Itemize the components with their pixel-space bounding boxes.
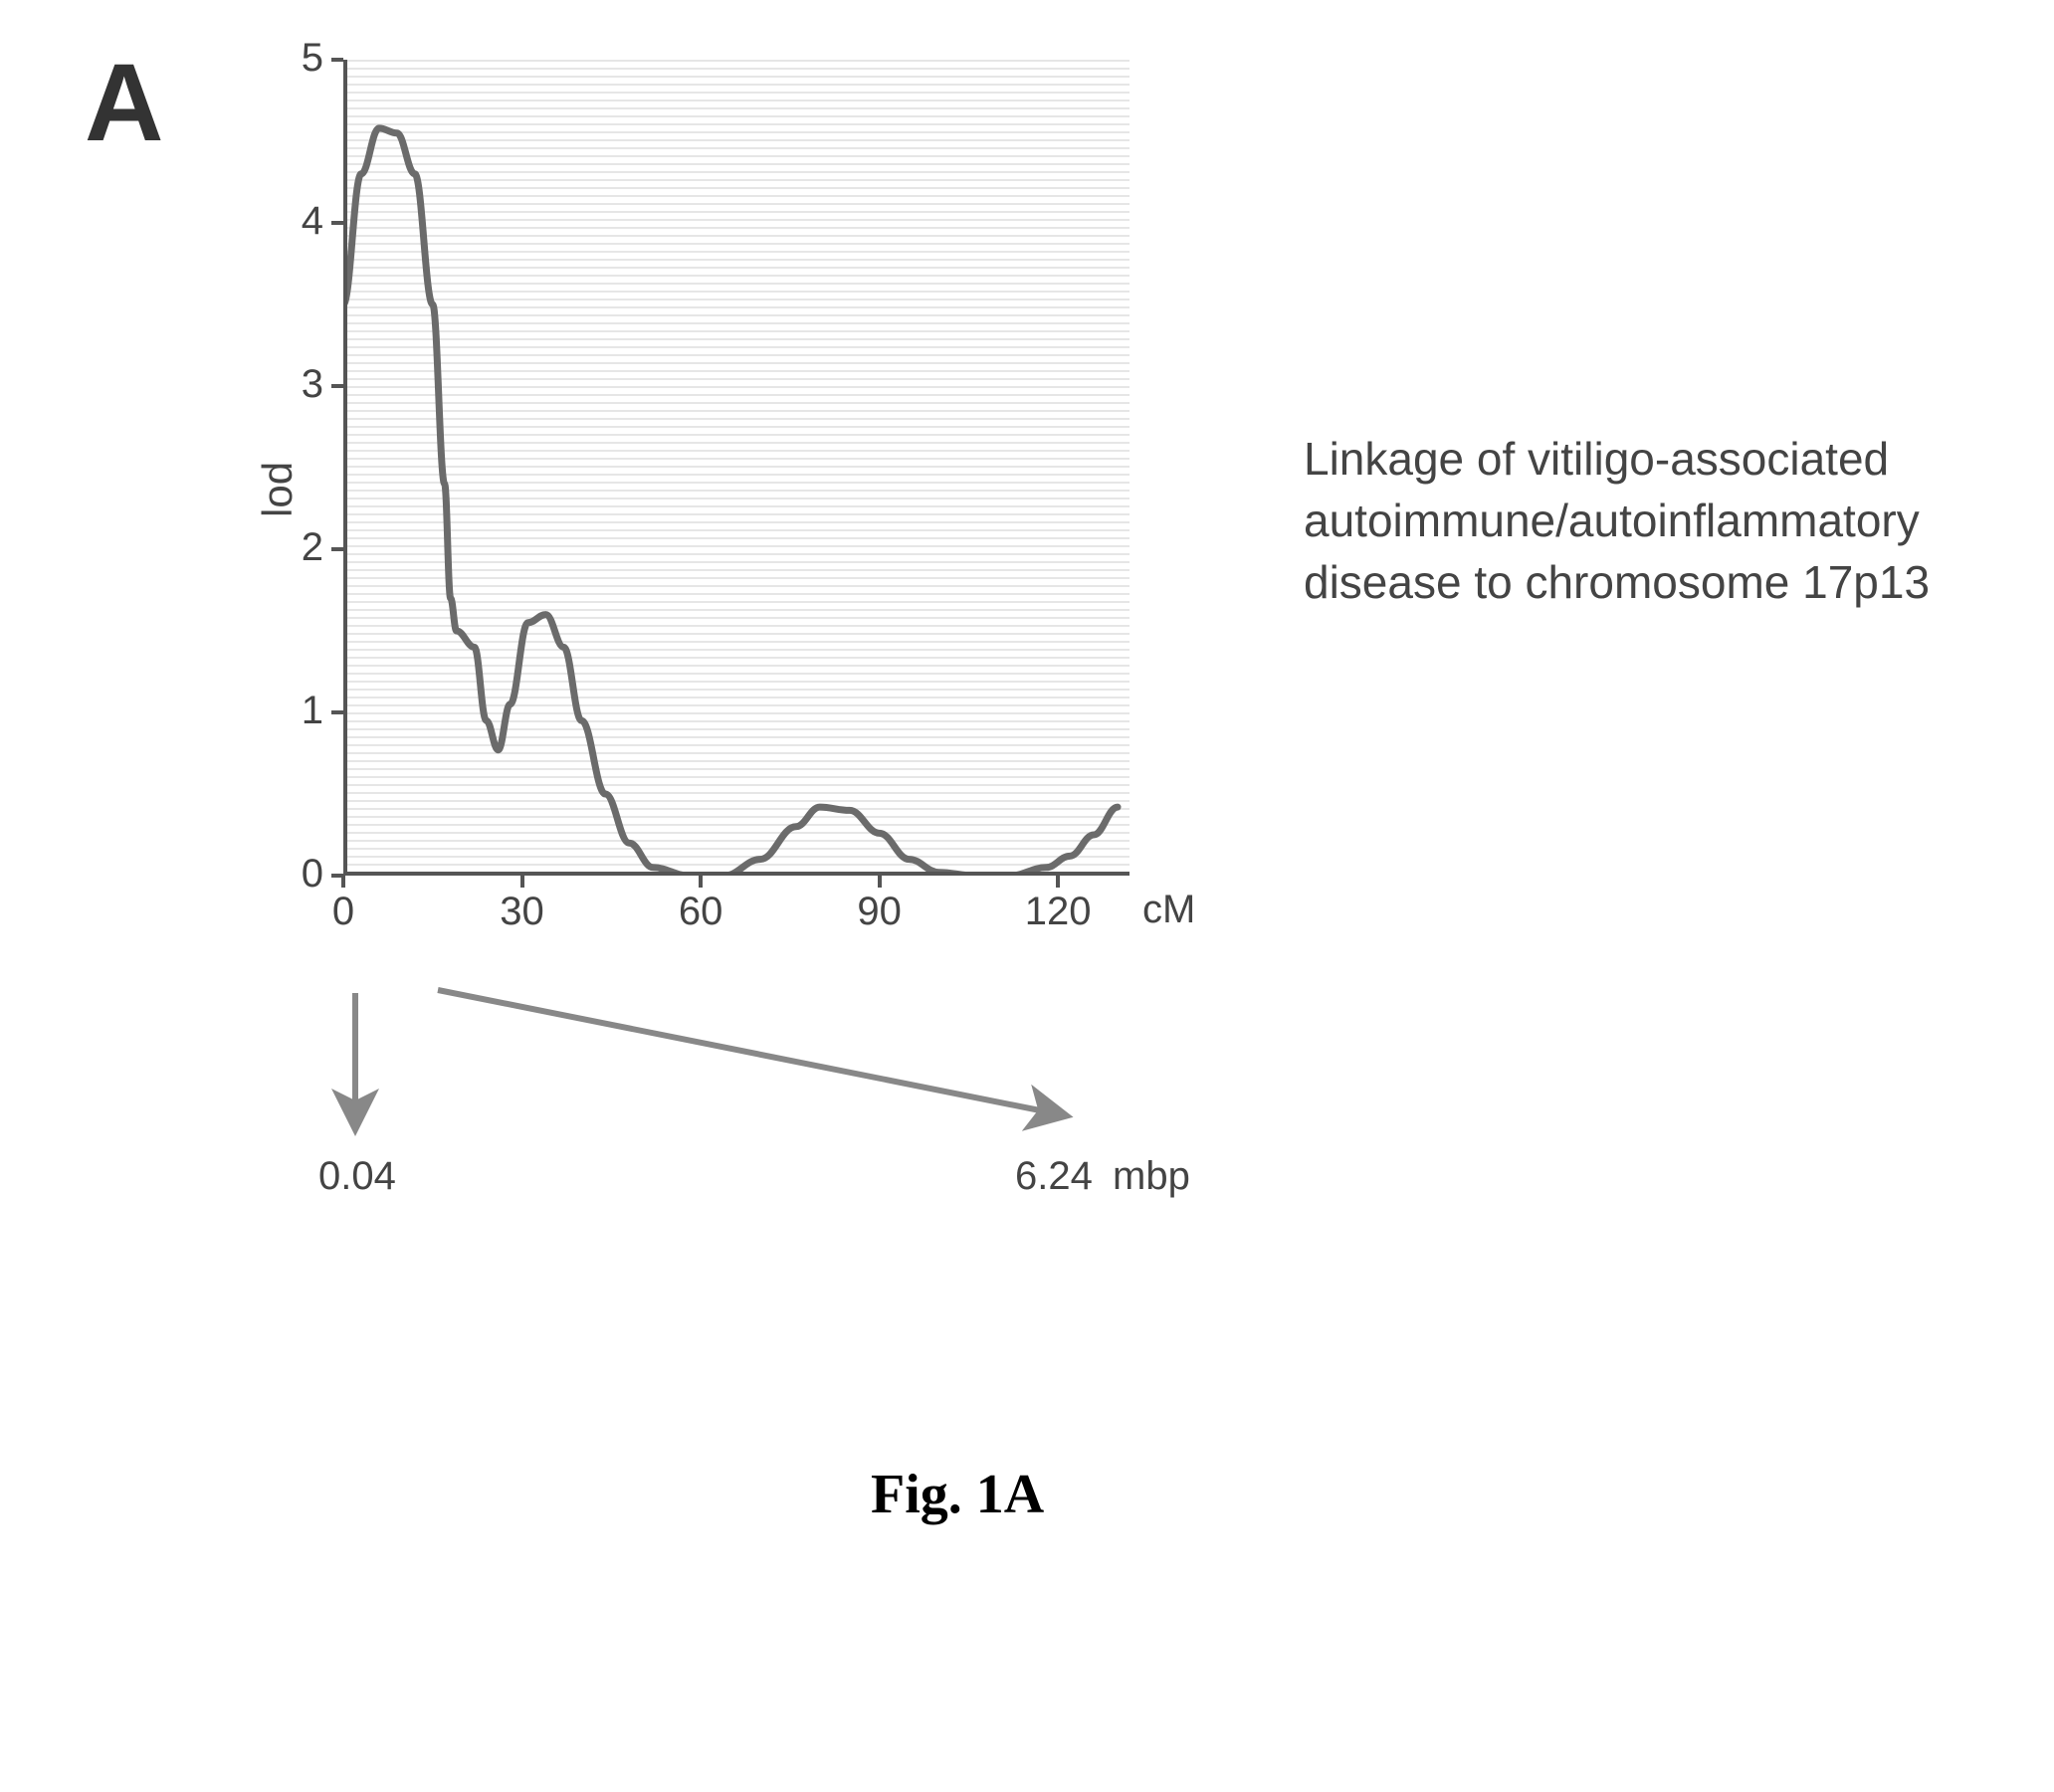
mbp-right-value: 6.24 [1015,1154,1093,1199]
figure-caption: Fig. 1A [871,1463,1044,1526]
mbp-unit: mbp [1113,1154,1190,1199]
mbp-left-value: 0.04 [318,1154,396,1199]
